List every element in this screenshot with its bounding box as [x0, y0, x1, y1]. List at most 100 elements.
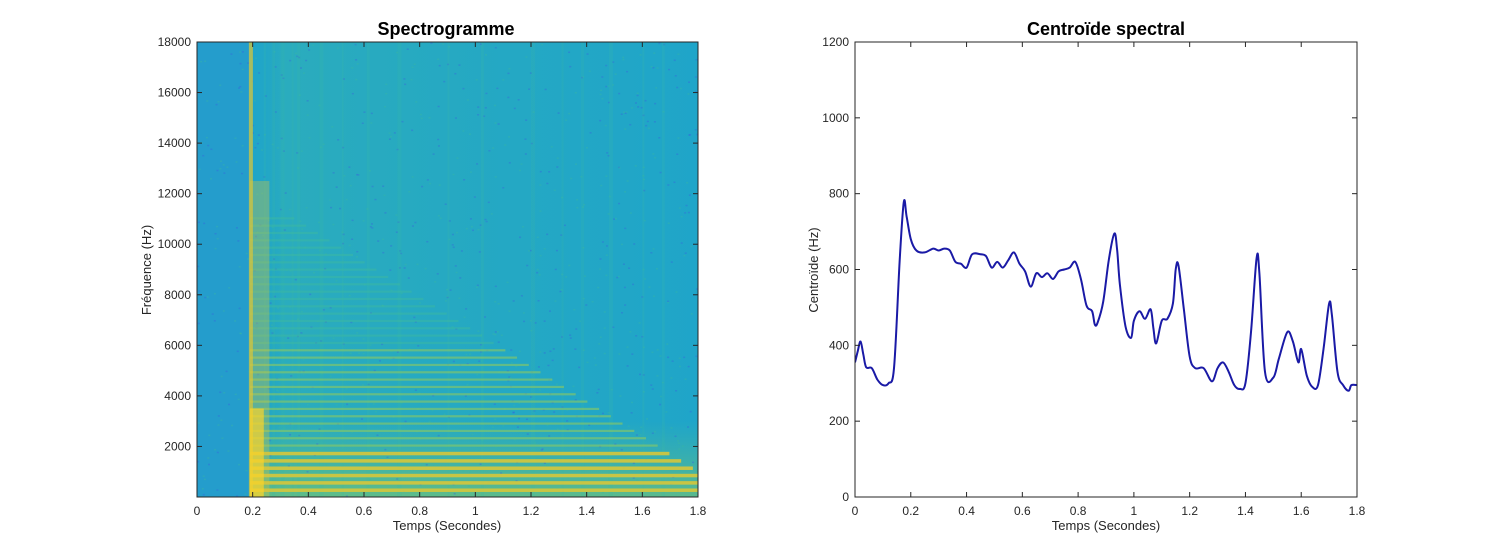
noise-speck	[343, 175, 346, 177]
noise-speck	[624, 128, 627, 130]
noise-speck	[289, 59, 292, 62]
centroid-y-label: Centroïde (Hz)	[806, 227, 821, 312]
noise-speck	[321, 373, 324, 375]
noise-speck	[436, 273, 439, 275]
noise-speck	[507, 96, 510, 99]
noise-speck	[654, 102, 657, 105]
noise-speck	[560, 234, 563, 236]
x-tick-label: 0.6	[356, 504, 373, 518]
noise-speck	[561, 336, 564, 338]
noise-speck	[306, 114, 309, 116]
noise-speck	[546, 233, 549, 236]
noise-speck	[509, 377, 512, 379]
noise-speck	[393, 132, 396, 134]
noise-speck	[537, 366, 540, 368]
noise-speck	[377, 240, 380, 242]
noise-speck	[603, 327, 606, 329]
transient-streak	[581, 42, 585, 497]
noise-speck	[451, 233, 454, 236]
noise-speck	[555, 249, 558, 252]
noise-speck	[570, 177, 573, 180]
noise-speck	[220, 419, 223, 421]
harmonic-line	[249, 407, 600, 411]
noise-speck	[345, 198, 348, 201]
noise-speck	[462, 470, 465, 472]
noise-speck	[628, 267, 631, 269]
noise-speck	[342, 146, 345, 149]
noise-speck	[306, 470, 309, 473]
noise-speck	[385, 92, 388, 95]
noise-speck	[458, 297, 461, 299]
noise-speck	[274, 268, 277, 270]
noise-speck	[543, 352, 546, 354]
noise-speck	[369, 226, 372, 228]
noise-speck	[411, 66, 414, 69]
noise-speck	[478, 360, 481, 363]
noise-speck	[389, 358, 392, 361]
harmonic-line	[249, 283, 400, 286]
noise-speck	[605, 254, 608, 256]
noise-speck	[618, 167, 621, 169]
noise-speck	[458, 64, 461, 66]
y-tick-label: 16000	[158, 86, 192, 100]
noise-speck	[510, 349, 513, 351]
noise-speck	[228, 287, 231, 289]
y-tick-label: 1200	[822, 35, 849, 49]
noise-speck	[254, 322, 257, 325]
noise-speck	[687, 93, 690, 95]
noise-speck	[210, 177, 213, 180]
noise-speck	[642, 346, 645, 349]
noise-speck	[469, 218, 472, 220]
noise-speck	[586, 53, 589, 55]
noise-speck	[202, 493, 205, 496]
noise-speck	[419, 113, 422, 116]
noise-speck	[581, 76, 584, 79]
noise-speck	[636, 479, 639, 481]
noise-speck	[688, 81, 691, 83]
noise-speck	[518, 402, 521, 405]
noise-speck	[296, 55, 299, 58]
harmonic-line	[249, 275, 389, 279]
noise-speck	[674, 75, 677, 77]
noise-speck	[555, 383, 558, 385]
noise-speck	[271, 332, 274, 334]
noise-speck	[214, 232, 217, 235]
noise-speck	[623, 286, 626, 289]
noise-speck	[654, 157, 657, 159]
x-tick-label: 0.8	[411, 504, 428, 518]
noise-speck	[686, 182, 689, 184]
noise-speck	[337, 139, 340, 141]
noise-speck	[204, 296, 207, 299]
noise-speck	[694, 76, 697, 78]
x-tick-label: 0.2	[902, 504, 919, 518]
noise-speck	[684, 212, 687, 214]
noise-speck	[599, 93, 602, 96]
noise-speck	[411, 129, 414, 132]
noise-speck	[652, 248, 655, 250]
noise-speck	[301, 228, 304, 230]
noise-speck	[607, 101, 610, 104]
noise-speck	[238, 266, 241, 268]
noise-speck	[312, 44, 315, 46]
noise-speck	[315, 342, 318, 344]
noise-speck	[356, 256, 359, 258]
noise-speck	[566, 476, 569, 479]
noise-speck	[202, 154, 205, 157]
noise-speck	[329, 306, 332, 309]
noise-speck	[476, 373, 479, 376]
noise-speck	[638, 322, 641, 324]
noise-speck	[688, 134, 691, 136]
noise-speck	[324, 267, 327, 270]
noise-speck	[368, 170, 371, 172]
noise-speck	[683, 356, 686, 359]
transient-streak	[642, 42, 645, 497]
noise-speck	[197, 460, 200, 463]
noise-speck	[556, 157, 559, 159]
noise-speck	[605, 85, 608, 88]
noise-speck	[383, 106, 386, 108]
noise-speck	[399, 250, 402, 252]
noise-speck	[479, 463, 482, 466]
noise-speck	[624, 304, 627, 306]
noise-speck	[255, 327, 258, 329]
noise-speck	[630, 455, 633, 458]
